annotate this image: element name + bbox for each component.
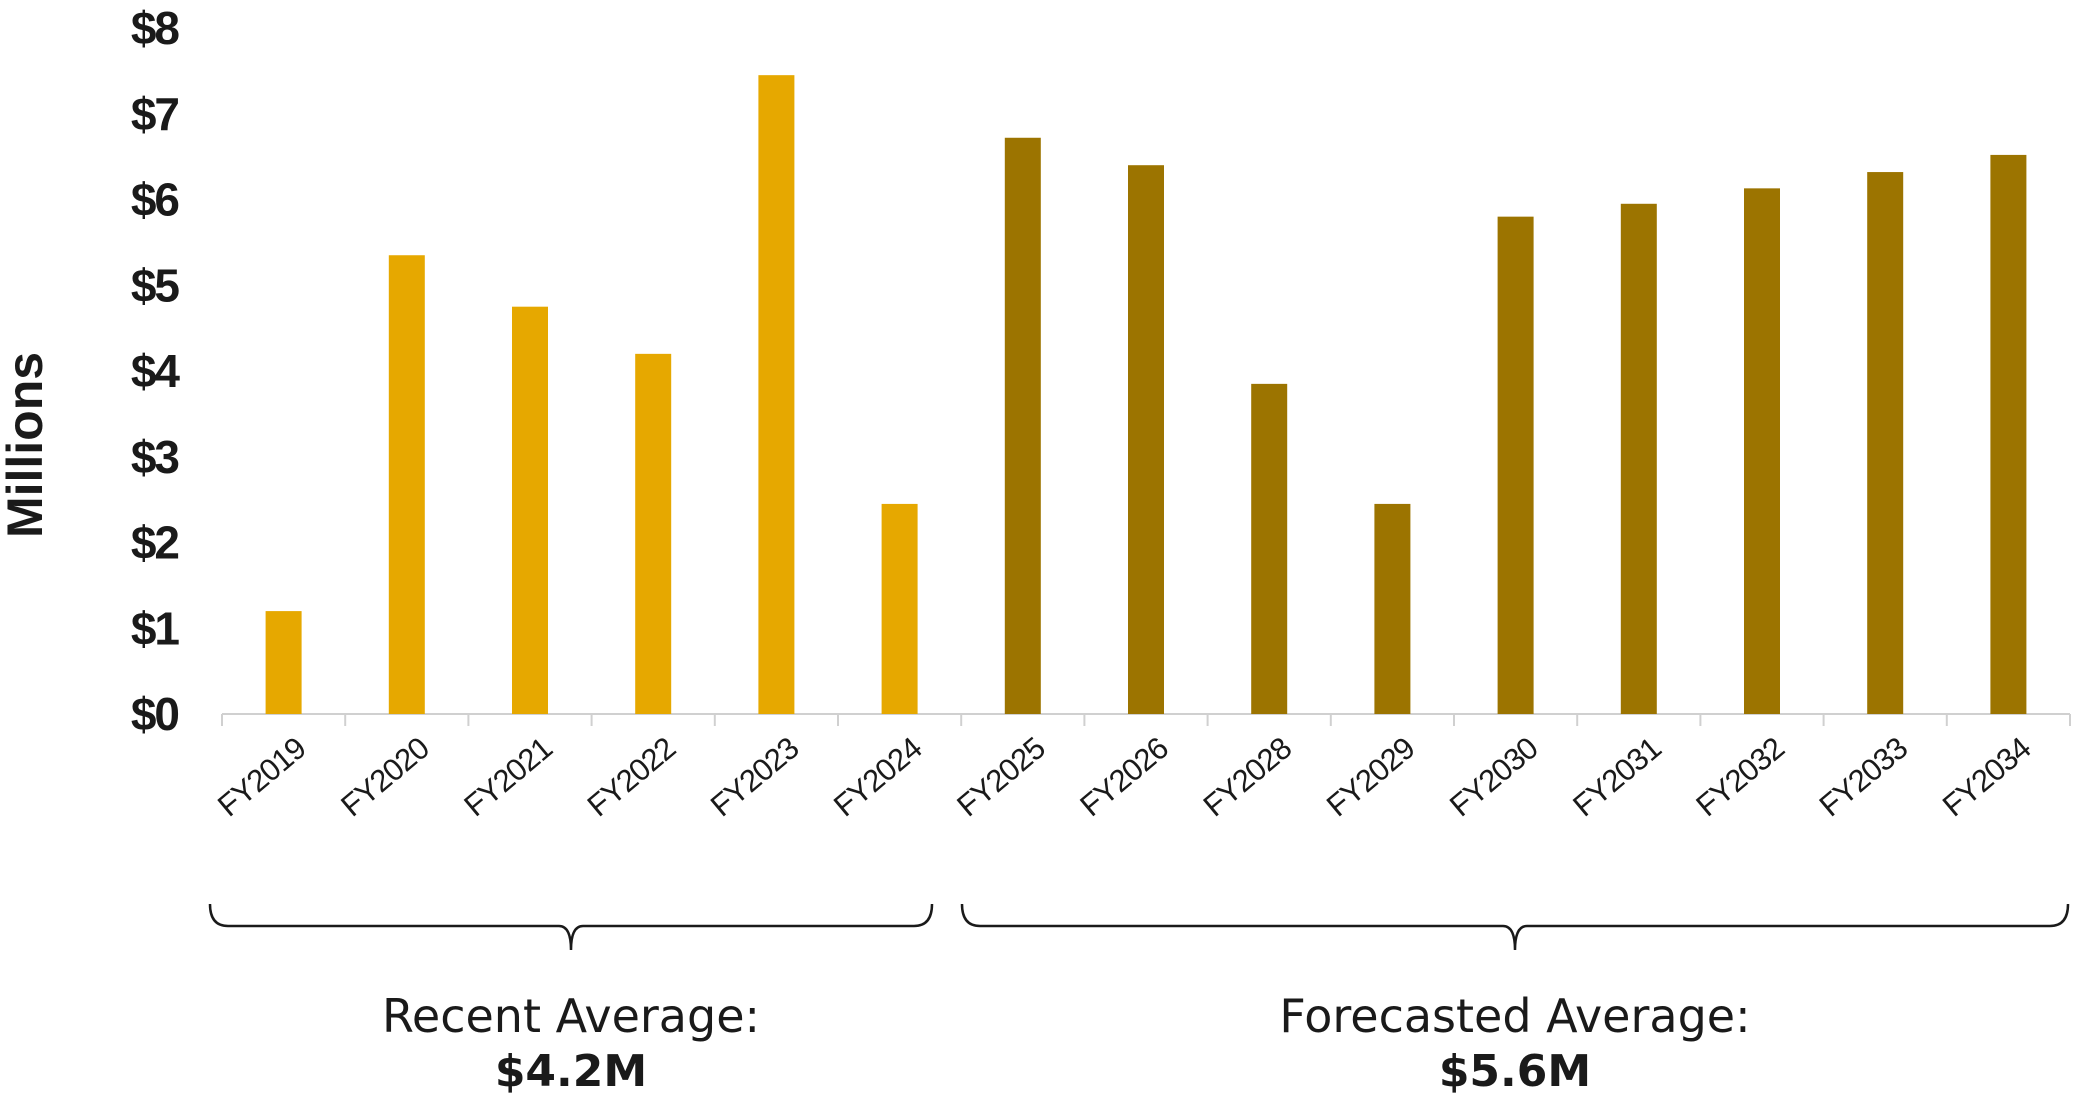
y-tick-label: $4	[131, 345, 181, 397]
x-tick-label: FY2026	[1073, 731, 1174, 824]
bar-fy2019	[265, 611, 302, 714]
x-tick-label: FY2032	[1689, 731, 1790, 824]
bar-fy2026	[1128, 165, 1164, 714]
y-tick-label: $1	[131, 602, 180, 654]
bar-fy2025	[1004, 137, 1041, 714]
bar-fy2028	[1251, 383, 1288, 714]
x-tick-label: FY2030	[1443, 730, 1545, 823]
x-tick-label: FY2024	[827, 730, 929, 823]
x-axis-labels: FY2019 FY2020 FY2021 FY2022 FY2023 FY2024 FY20…	[211, 730, 2037, 823]
group-brace	[960, 903, 2070, 951]
y-tick-label: $6	[131, 174, 179, 226]
y-tick-label: $8	[131, 2, 180, 54]
bar-fy2032	[1744, 188, 1780, 715]
bar-series	[265, 75, 2027, 715]
y-axis-title: Millions	[0, 352, 53, 538]
x-tick-label: FY2034	[1936, 730, 2038, 823]
bar-fy2029	[1374, 503, 1411, 714]
bar-fy2024	[881, 503, 918, 714]
x-tick-label: FY2028	[1197, 731, 1298, 824]
bar-fy2021	[512, 306, 548, 714]
group-brace	[208, 903, 934, 951]
x-tick-label: FY2022	[581, 731, 682, 824]
bar-fy2023	[758, 75, 795, 715]
x-axis-tick-marks	[221, 714, 2071, 726]
bar-fy2033	[1867, 172, 1904, 714]
x-tick-label: FY2033	[1813, 731, 1914, 824]
bar-fy2034	[1990, 154, 2027, 714]
y-tick-label: $7	[131, 88, 179, 140]
bar-fy2030	[1497, 216, 1534, 714]
y-axis-ticks: $0 $1 $2 $3 $4 $5 $6 $7 $8	[131, 2, 183, 740]
x-tick-label: FY2023	[704, 731, 805, 824]
y-tick-label: $2	[131, 517, 179, 569]
group-average-value: $4.2M	[495, 1046, 647, 1096]
bar-fy2020	[388, 255, 425, 715]
y-tick-label: $3	[131, 431, 179, 483]
bar-fy2022	[635, 353, 672, 714]
group-average-value: $5.6M	[1439, 1046, 1591, 1096]
x-tick-label: FY2021	[457, 731, 558, 824]
x-tick-label: FY2019	[211, 731, 312, 824]
x-tick-label: FY2029	[1320, 731, 1421, 824]
x-tick-label: FY2025	[950, 731, 1051, 824]
x-tick-label: FY2031	[1566, 731, 1667, 824]
group-label: Forecasted Average:	[1279, 989, 1750, 1043]
bar-fy2031	[1620, 203, 1657, 714]
group-label: Recent Average:	[382, 989, 760, 1043]
y-tick-label: $0	[131, 688, 179, 740]
x-tick-label: FY2020	[334, 730, 436, 823]
y-tick-label: $5	[131, 259, 180, 311]
group-braces: Recent Average:$4.2M Forecasted Average:$…	[208, 903, 2070, 1096]
